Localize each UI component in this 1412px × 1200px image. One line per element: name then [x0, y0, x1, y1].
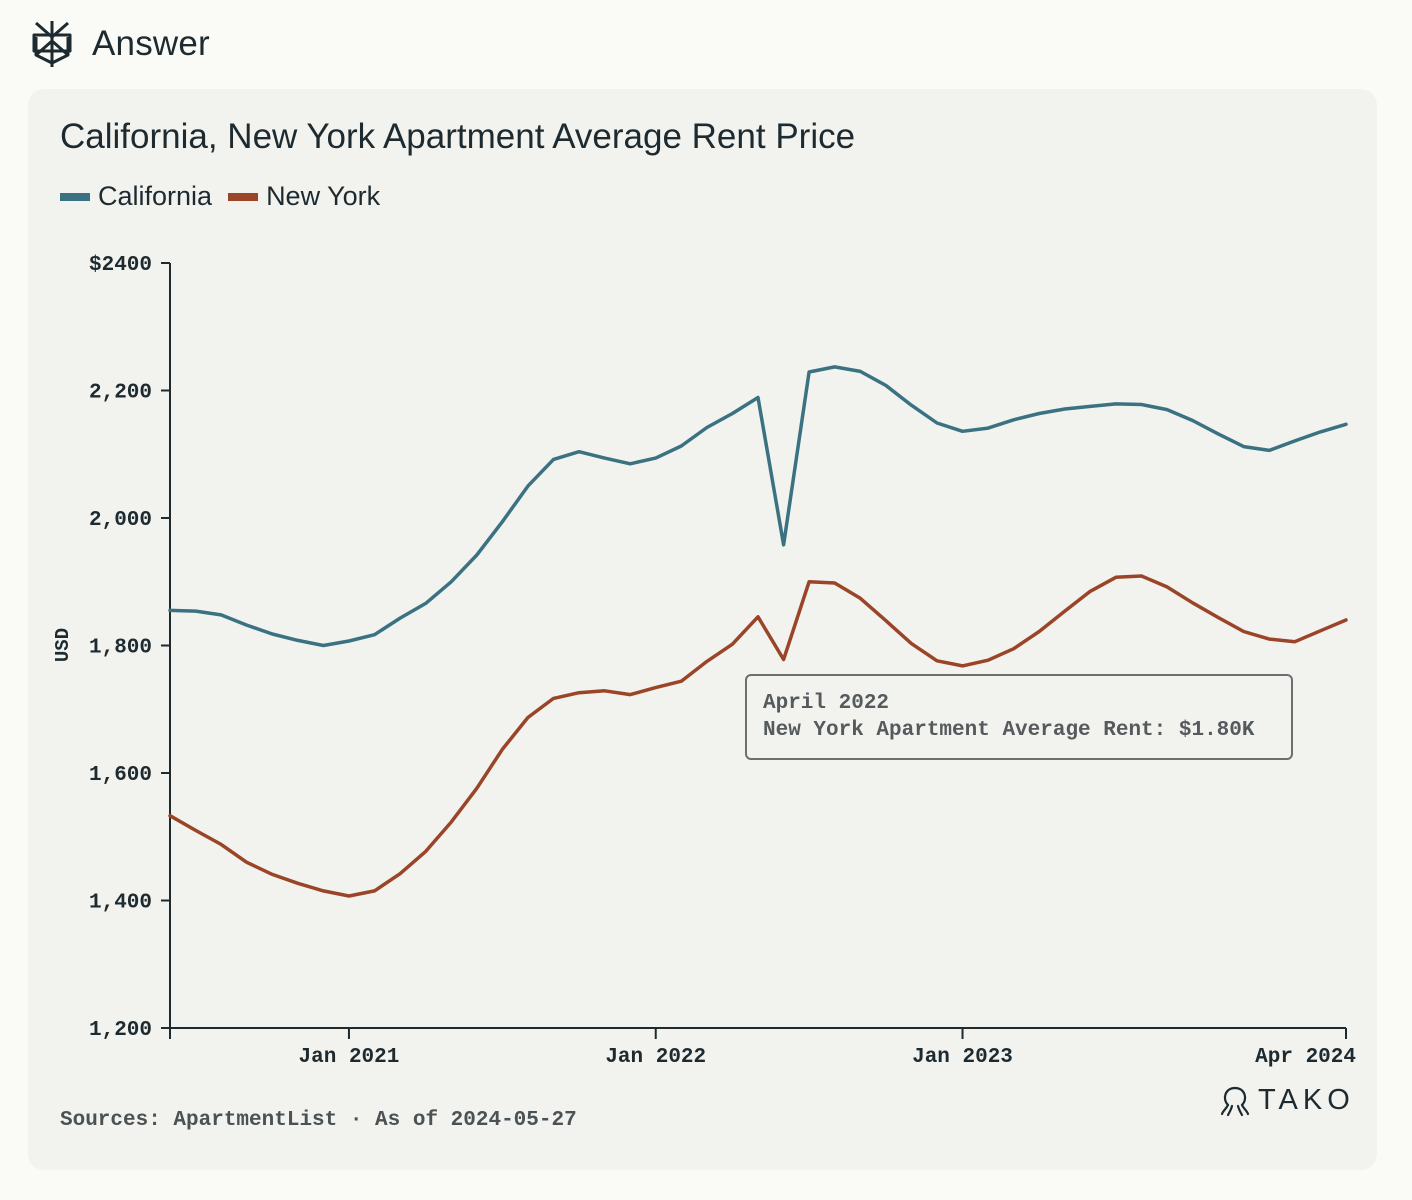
y-tick-label: 1,200	[89, 1019, 152, 1042]
legend-item-california[interactable]: California	[60, 181, 212, 212]
tooltip-value: New York Apartment Average Rent: $1.80K	[763, 719, 1255, 742]
line-chart[interactable]: 1,200 1,400 1,600 1,800 2,000 2,200 $2400 Jan …	[28, 89, 1377, 1170]
x-tick-label: Jan 2023	[912, 1046, 1013, 1069]
chart-card: California, New York Apartment Average R…	[28, 89, 1377, 1170]
series-line-new-york[interactable]	[168, 574, 1348, 898]
legend-label-california: California	[98, 181, 213, 211]
series-layer	[168, 365, 1348, 898]
y-tick-label: 1,800	[89, 637, 152, 660]
tako-brand[interactable]: TAKO	[1220, 1084, 1355, 1117]
y-tick-label: 1,600	[89, 764, 152, 787]
sources-label: Sources: ApartmentList · As of 2024-05-2…	[60, 1109, 577, 1132]
y-tick-label: $2400	[89, 254, 152, 277]
y-axis-title: USD	[52, 628, 74, 662]
tooltip-date: April 2022	[763, 692, 890, 715]
legend-swatch-new-york	[228, 192, 259, 201]
legend-item-new-york[interactable]: New York	[228, 181, 380, 212]
tako-logo-icon	[1220, 1086, 1250, 1116]
chart-tooltip: April 2022 New York Apartment Average Re…	[745, 674, 1293, 760]
x-axis: Jan 2021 Jan 2022 Jan 2023 Apr 2024	[169, 1027, 1356, 1069]
chart-title: California, New York Apartment Average R…	[60, 117, 856, 156]
x-tick-label: Jan 2022	[605, 1046, 706, 1069]
series-line-california[interactable]	[168, 365, 1348, 648]
x-tick-label: Jan 2021	[299, 1046, 400, 1069]
page-title: Answer	[92, 24, 210, 63]
legend-label-new-york: New York	[266, 181, 381, 211]
brand-name: TAKO	[1258, 1084, 1355, 1116]
y-axis: 1,200 1,400 1,600 1,800 2,000 2,200 $2400	[89, 254, 171, 1042]
chart-legend: California New York	[60, 181, 380, 212]
perplexity-logo-icon	[32, 21, 72, 67]
y-tick-label: 1,400	[89, 892, 152, 915]
x-tick-label: Apr 2024	[1255, 1046, 1356, 1069]
legend-swatch-california	[60, 192, 90, 201]
answer-header: Answer	[30, 18, 210, 70]
y-tick-label: 2,000	[89, 509, 152, 532]
y-tick-label: 2,200	[89, 382, 152, 405]
